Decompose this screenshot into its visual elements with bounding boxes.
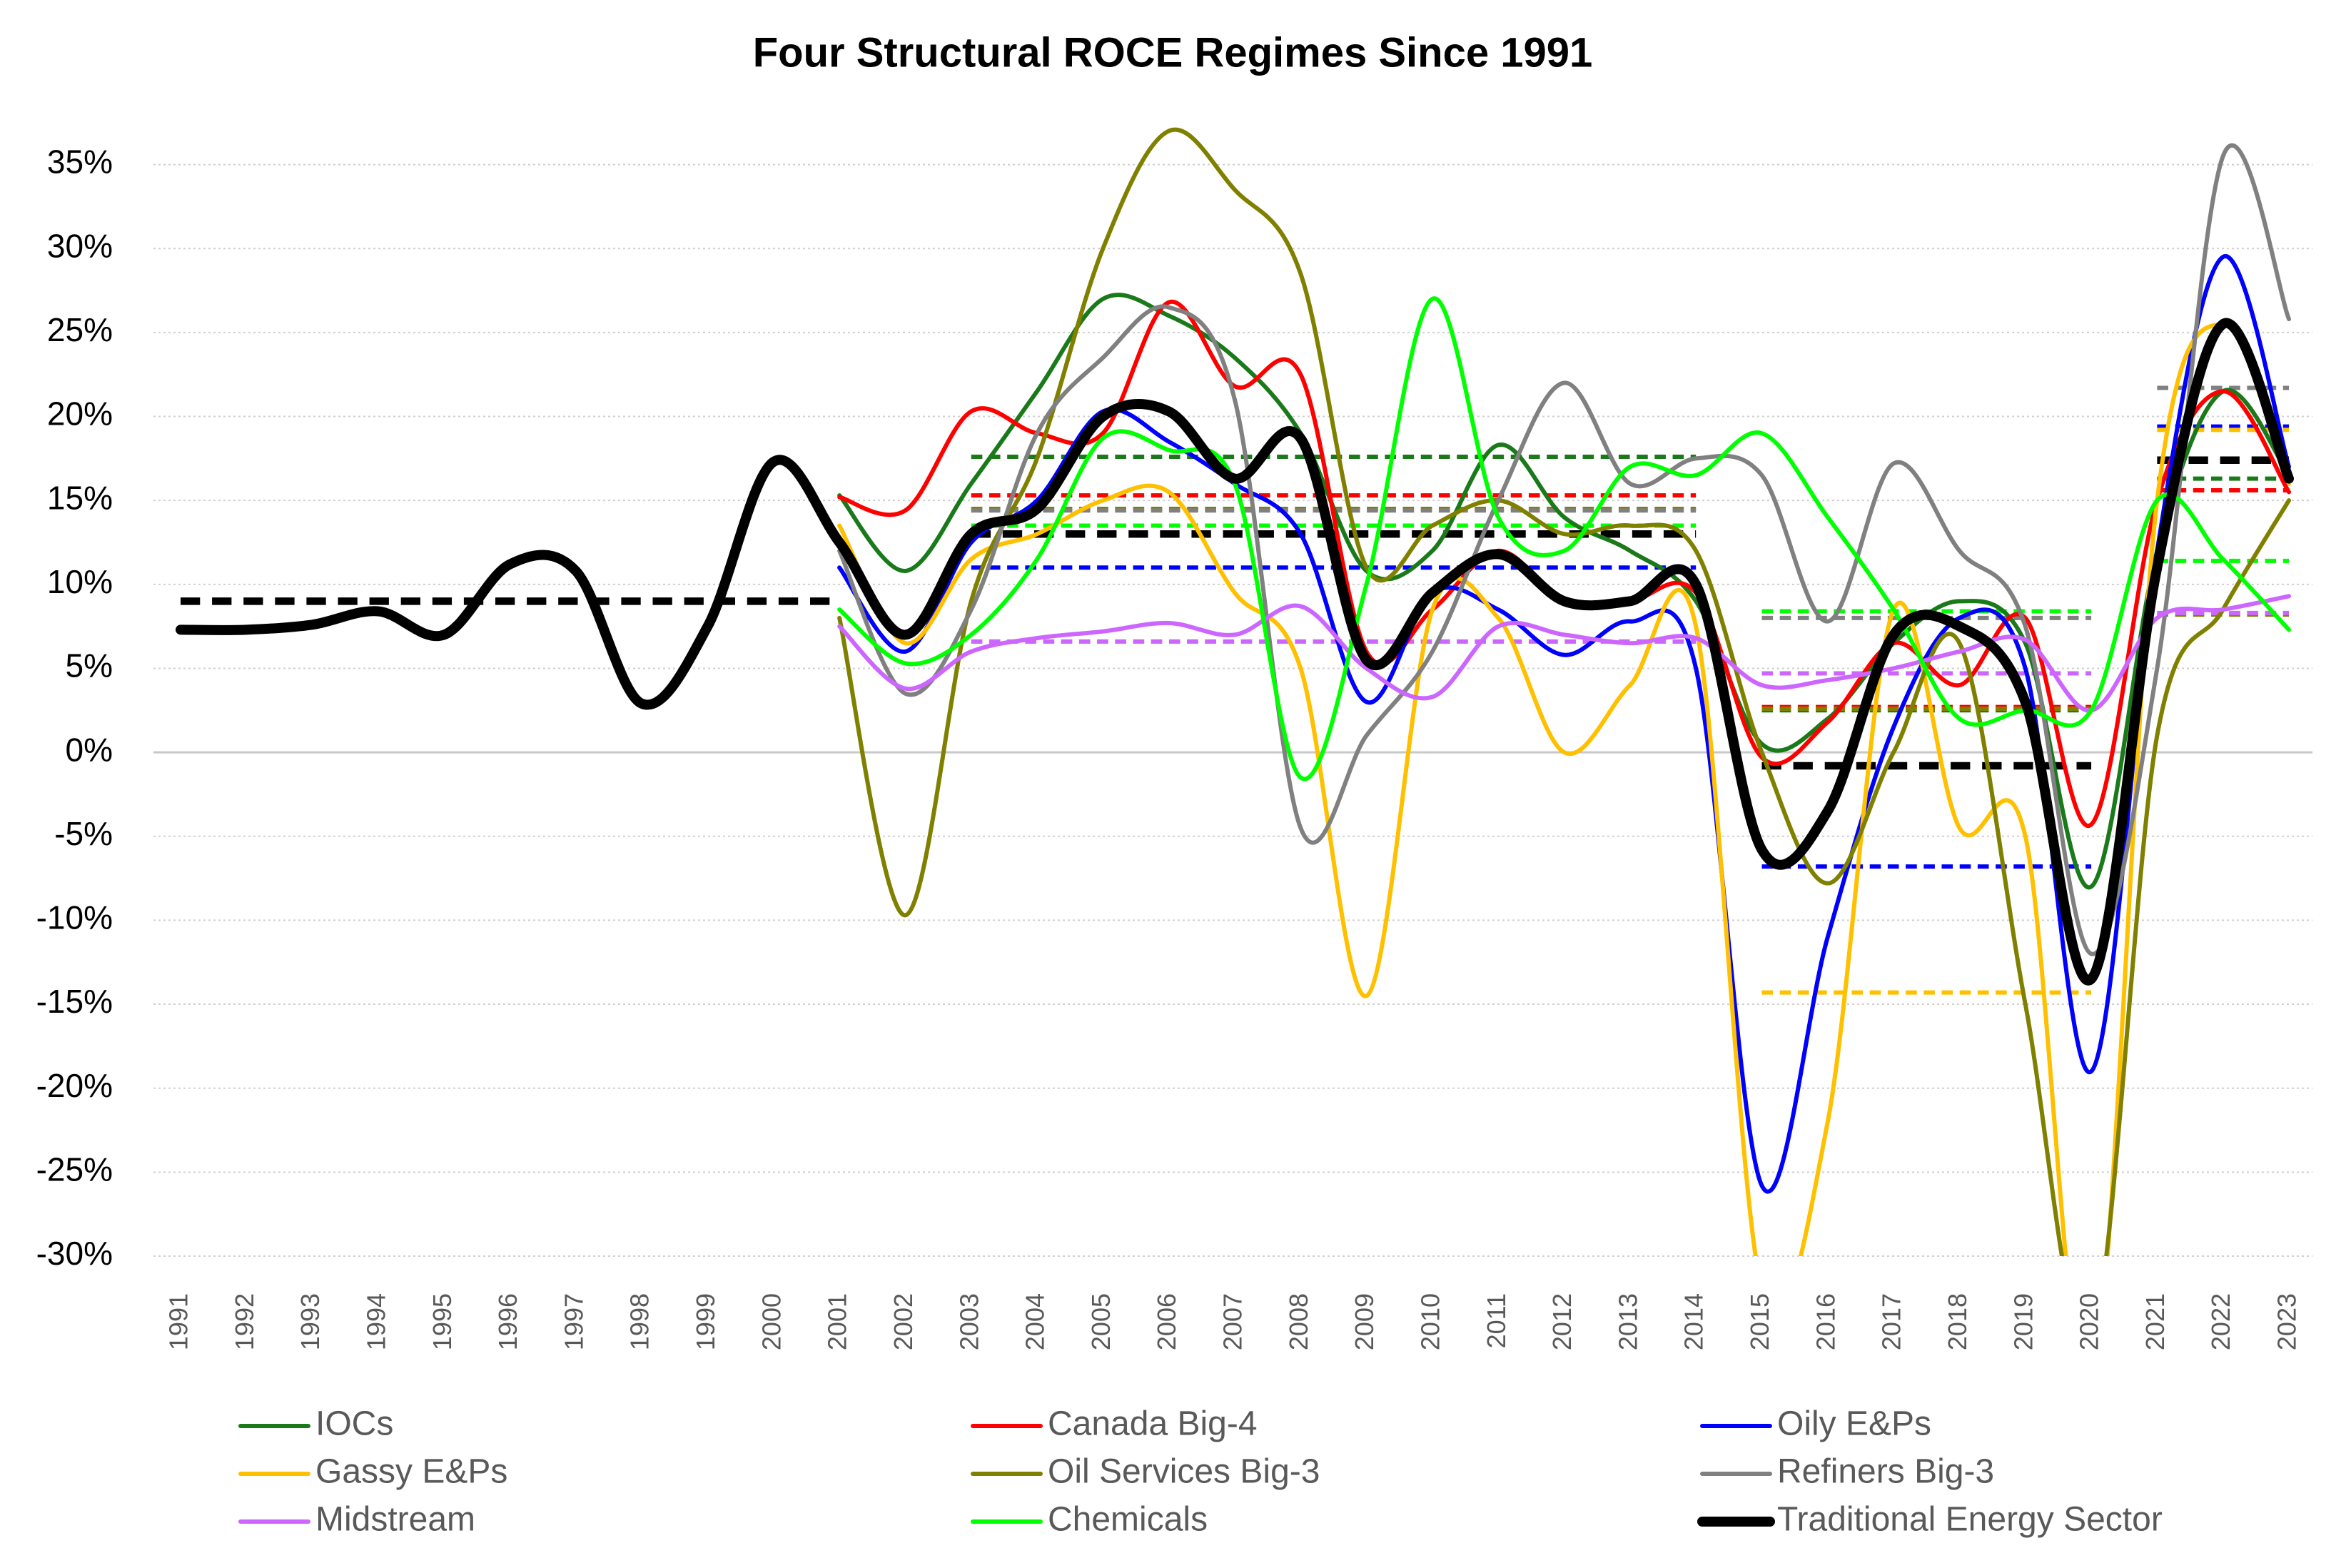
x-tick-label: 2010 — [1415, 1293, 1445, 1350]
x-tick-label: 2004 — [1021, 1293, 1050, 1350]
y-tick-label: 30% — [47, 227, 113, 264]
x-tick-label: 1993 — [295, 1293, 325, 1350]
y-tick-label: 0% — [66, 731, 113, 768]
y-tick-label: -20% — [36, 1067, 113, 1104]
x-tick-label: 1997 — [559, 1293, 588, 1350]
legend-label: Midstream — [315, 1501, 475, 1539]
y-tick-label: -10% — [36, 899, 113, 936]
x-tick-label: 2022 — [2206, 1293, 2235, 1350]
legend-label: Gassy E&Ps — [315, 1453, 507, 1491]
series-line — [837, 594, 2291, 713]
x-tick-label: 2013 — [1613, 1293, 1642, 1350]
x-tick-label: 2005 — [1086, 1293, 1116, 1350]
y-tick-label: -25% — [36, 1151, 113, 1188]
chart-title: Four Structural ROCE Regimes Since 1991 — [753, 29, 1592, 76]
x-tick-label: 2000 — [757, 1293, 786, 1350]
y-tick-label: -5% — [54, 815, 113, 852]
legend-label: Oil Services Big-3 — [1048, 1453, 1320, 1491]
x-tick-label: 2012 — [1547, 1293, 1577, 1350]
y-tick-label: 35% — [47, 143, 113, 181]
x-tick-label: 2009 — [1350, 1293, 1379, 1350]
x-tick-label: 1991 — [164, 1293, 193, 1350]
x-tick-label: 2016 — [1811, 1293, 1840, 1350]
y-tick-label: -15% — [36, 983, 113, 1020]
x-tick-label: 1998 — [625, 1293, 654, 1350]
y-tick-label: 10% — [47, 563, 113, 600]
legend-label: Refiners Big-3 — [1777, 1453, 1994, 1491]
legend-label: Traditional Energy Sector — [1777, 1501, 2163, 1539]
plot-area — [176, 127, 2294, 1256]
series-line — [837, 293, 2291, 890]
legend-label: Oily E&Ps — [1777, 1405, 1931, 1443]
legend-label: IOCs — [315, 1405, 393, 1443]
y-tick-label: 20% — [47, 395, 113, 433]
series-line — [837, 296, 2291, 782]
x-tick-label: 2011 — [1482, 1293, 1511, 1348]
y-tick-label: 5% — [66, 647, 113, 684]
series-line — [837, 322, 2291, 1256]
y-tick-label: 15% — [47, 479, 113, 516]
x-tick-label: 2018 — [1943, 1293, 1972, 1350]
x-tick-label: 1996 — [493, 1293, 522, 1350]
series-line — [176, 318, 2294, 986]
series-line — [837, 127, 2291, 1256]
legend-label: Canada Big-4 — [1048, 1405, 1258, 1443]
legend-label: Chemicals — [1048, 1501, 1208, 1539]
x-tick-label: 2014 — [1679, 1293, 1709, 1350]
x-tick-label: 2003 — [954, 1293, 984, 1350]
x-tick-label: 2008 — [1284, 1293, 1313, 1350]
x-tick-label: 2015 — [1745, 1293, 1774, 1350]
y-tick-label: -30% — [36, 1235, 113, 1272]
x-tick-label: 1995 — [428, 1293, 457, 1350]
x-tick-label: 2021 — [2140, 1293, 2170, 1350]
x-tick-label: 2001 — [823, 1293, 852, 1350]
x-tick-label: 1992 — [230, 1293, 259, 1350]
series-line — [837, 299, 2291, 829]
x-tick-label: 1999 — [691, 1293, 720, 1350]
y-tick-label: 25% — [47, 311, 113, 348]
x-tick-label: 2023 — [2272, 1293, 2302, 1350]
series-line — [837, 254, 2291, 1194]
x-tick-label: 2007 — [1218, 1293, 1248, 1350]
x-tick-label: 1994 — [361, 1293, 390, 1350]
x-tick-label: 2006 — [1152, 1293, 1181, 1350]
x-tick-label: 2002 — [889, 1293, 918, 1350]
x-tick-label: 2020 — [2075, 1293, 2104, 1350]
x-tick-label: 2019 — [2008, 1293, 2038, 1350]
x-tick-label: 2017 — [1877, 1293, 1906, 1350]
